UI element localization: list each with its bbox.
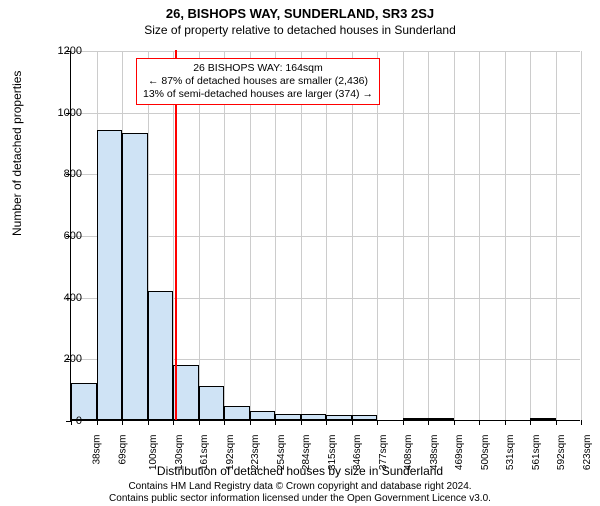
histogram-bar <box>530 418 556 420</box>
y-axis-label: Number of detached properties <box>10 71 24 236</box>
xtick <box>275 420 276 425</box>
annotation-line-1: 26 BISHOPS WAY: 164sqm <box>143 62 373 75</box>
histogram-bar <box>275 414 301 420</box>
histogram-bar <box>122 133 148 420</box>
page-title: 26, BISHOPS WAY, SUNDERLAND, SR3 2SJ <box>0 6 600 21</box>
gridline-v <box>581 51 582 420</box>
xtick <box>301 420 302 425</box>
chart-area: 26 BISHOPS WAY: 164sqm← 87% of detached … <box>70 51 580 421</box>
ytick-label: 200 <box>42 353 82 365</box>
xtick-label: 315sqm <box>327 435 338 471</box>
histogram-bar <box>148 291 174 421</box>
gridline-v <box>224 51 225 420</box>
xtick <box>173 420 174 425</box>
gridline-v <box>403 51 404 420</box>
gridline-v <box>505 51 506 420</box>
xtick-label: 377sqm <box>378 435 389 471</box>
xtick-label: 192sqm <box>225 435 236 471</box>
gridline-v <box>530 51 531 420</box>
ytick-label: 0 <box>42 415 82 427</box>
xtick-label: 408sqm <box>403 435 414 471</box>
xtick <box>352 420 353 425</box>
gridline-v <box>301 51 302 420</box>
xtick-label: 100sqm <box>148 435 159 471</box>
gridline-v <box>428 51 429 420</box>
xtick-label: 561sqm <box>531 435 542 471</box>
xtick <box>428 420 429 425</box>
xtick <box>97 420 98 425</box>
plot-region: 26 BISHOPS WAY: 164sqm← 87% of detached … <box>70 51 580 421</box>
footer-line-2: Contains public sector information licen… <box>0 493 600 505</box>
xtick-label: 500sqm <box>480 435 491 471</box>
histogram-bar <box>352 415 378 420</box>
page-subtitle: Size of property relative to detached ho… <box>0 23 600 37</box>
xtick <box>479 420 480 425</box>
histogram-bar <box>403 418 429 420</box>
gridline-v <box>479 51 480 420</box>
xtick-label: 223sqm <box>250 435 261 471</box>
xtick-label: 438sqm <box>429 435 440 471</box>
gridline-v <box>556 51 557 420</box>
xtick-label: 623sqm <box>582 435 593 471</box>
xtick-label: 592sqm <box>556 435 567 471</box>
ytick-label: 800 <box>42 168 82 180</box>
xtick <box>505 420 506 425</box>
xtick-label: 284sqm <box>301 435 312 471</box>
ytick-label: 400 <box>42 292 82 304</box>
histogram-bar <box>428 418 454 420</box>
xtick-label: 69sqm <box>117 435 128 465</box>
annotation-line-2: ← 87% of detached houses are smaller (2,… <box>143 75 373 88</box>
xtick <box>454 420 455 425</box>
histogram-bar <box>97 130 123 420</box>
xtick <box>224 420 225 425</box>
xtick-label: 531sqm <box>505 435 516 471</box>
xtick-label: 130sqm <box>174 435 185 471</box>
footer-attribution: Contains HM Land Registry data © Crown c… <box>0 481 600 504</box>
xtick <box>530 420 531 425</box>
xtick-label: 469sqm <box>454 435 465 471</box>
ytick-label: 600 <box>42 230 82 242</box>
histogram-bar <box>301 414 327 420</box>
xtick <box>581 420 582 425</box>
ytick-label: 1000 <box>42 107 82 119</box>
xtick-label: 346sqm <box>352 435 363 471</box>
xtick <box>556 420 557 425</box>
xtick <box>403 420 404 425</box>
xtick-label: 254sqm <box>276 435 287 471</box>
xtick <box>148 420 149 425</box>
marker-line <box>175 50 177 420</box>
annotation-box: 26 BISHOPS WAY: 164sqm← 87% of detached … <box>136 58 380 105</box>
gridline-v <box>199 51 200 420</box>
gridline-v <box>454 51 455 420</box>
histogram-bar <box>199 386 225 420</box>
gridline-v <box>377 51 378 420</box>
gridline-v <box>250 51 251 420</box>
histogram-bar <box>224 406 250 420</box>
xtick <box>199 420 200 425</box>
histogram-bar <box>250 411 276 420</box>
xtick <box>250 420 251 425</box>
xtick-label: 161sqm <box>199 435 210 471</box>
xtick <box>122 420 123 425</box>
footer-line-1: Contains HM Land Registry data © Crown c… <box>0 481 600 493</box>
xtick <box>326 420 327 425</box>
ytick-label: 1200 <box>42 45 82 57</box>
gridline-v <box>275 51 276 420</box>
gridline-v <box>326 51 327 420</box>
gridline-v <box>352 51 353 420</box>
histogram-bar <box>326 415 352 420</box>
xtick-label: 38sqm <box>92 435 103 465</box>
xtick <box>377 420 378 425</box>
annotation-line-3: 13% of semi-detached houses are larger (… <box>143 88 373 101</box>
